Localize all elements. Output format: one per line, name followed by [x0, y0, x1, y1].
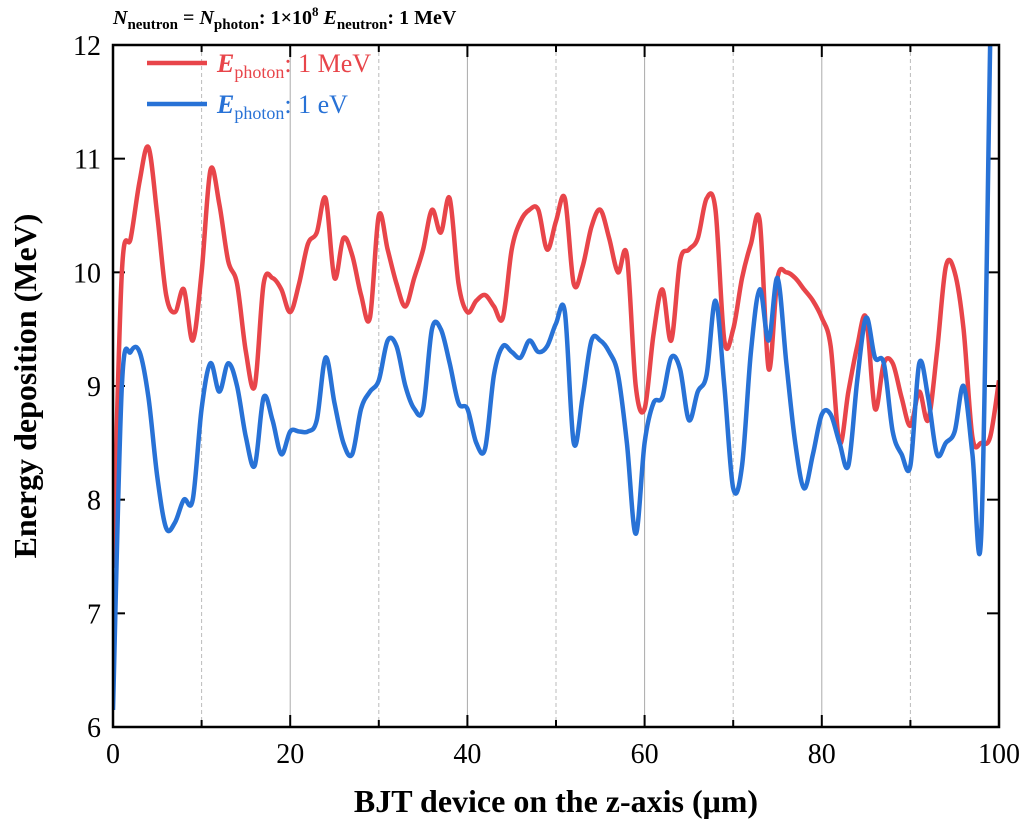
title-part: neutron — [337, 17, 388, 33]
data-line — [113, 45, 993, 711]
y-tick-label: 12 — [73, 31, 101, 62]
title-part: E — [318, 7, 336, 29]
title-part: N — [112, 7, 129, 29]
legend-part: photon — [234, 62, 284, 82]
legend-label: Ephoton: 1 MeV — [216, 49, 371, 82]
title-part: neutron — [127, 17, 178, 33]
x-tick-label: 20 — [276, 739, 304, 770]
title-part: : 1 MeV — [387, 7, 456, 29]
plot-frame — [111, 43, 1001, 729]
y-tick-label: 6 — [87, 713, 101, 744]
title-part: 8 — [312, 4, 319, 19]
title-part: = — [178, 7, 199, 29]
y-tick-label: 10 — [73, 258, 101, 289]
legend-part: : 1 MeV — [284, 49, 371, 78]
legend-part: E — [216, 49, 234, 78]
y-axis-label: Energy deposition (MeV) — [7, 214, 43, 559]
x-tick-label: 100 — [978, 739, 1020, 770]
x-tick-label: 60 — [631, 739, 659, 770]
legend-part: photon — [234, 103, 284, 123]
x-tick-label: 80 — [808, 739, 836, 770]
x-axis-label: BJT device on the z-axis (μm) — [354, 783, 758, 819]
x-tick-label: 0 — [106, 739, 120, 770]
title-part: N — [198, 7, 215, 29]
y-tick-label: 9 — [87, 372, 101, 403]
data-line — [113, 144, 999, 568]
legend-part: E — [216, 90, 234, 119]
y-tick-label: 8 — [87, 486, 101, 517]
y-tick-label: 7 — [87, 599, 101, 630]
title-part: : 1×10 — [259, 7, 312, 29]
legend-part: : 1 eV — [284, 90, 348, 119]
legend-label: Ephoton: 1 eV — [216, 90, 348, 123]
y-tick-label: 11 — [74, 145, 101, 176]
x-tick-label: 40 — [453, 739, 481, 770]
chart-title: Nneutron = Nphoton: 1×108 Eneutron: 1 Me… — [112, 4, 457, 33]
title-part: photon — [214, 17, 260, 33]
